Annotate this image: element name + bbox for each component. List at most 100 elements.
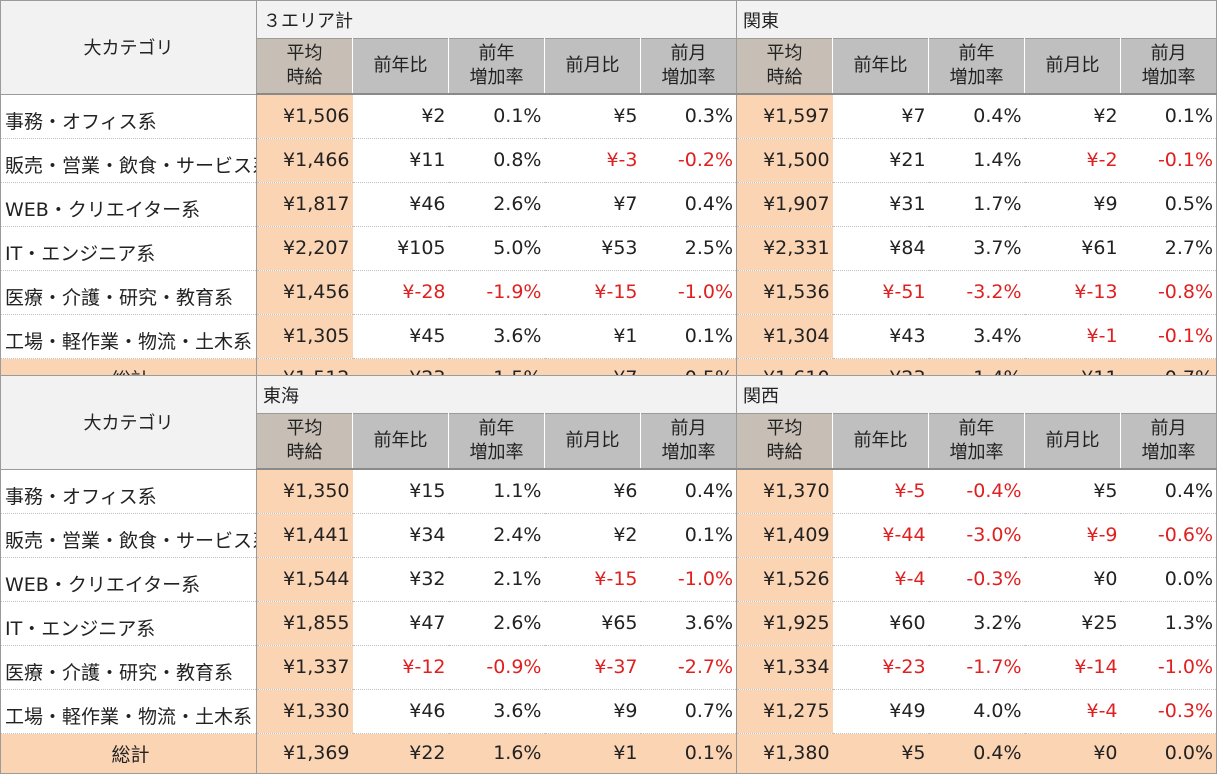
column-header-line1: 前月比 xyxy=(1045,430,1100,451)
avg-wage-cell: ¥1,305 xyxy=(256,314,353,359)
region-title: 関西 xyxy=(736,375,1218,414)
column-header-line1: 平均 xyxy=(766,418,803,439)
category-label: 工場・軽作業・物流・土木系 xyxy=(0,689,257,734)
value-cell: 1.6% xyxy=(448,733,545,774)
value-cell: ¥-23 xyxy=(832,645,929,690)
column-header-line1: 前月比 xyxy=(565,430,620,451)
value-cell: 0.1% xyxy=(640,314,738,359)
avg-wage-cell: ¥2,331 xyxy=(736,226,833,271)
table-row: 事務・オフィス系 ¥1,350 ¥15 1.1% ¥6 0.4% ¥1,370 ¥-5 -0.4… xyxy=(0,469,1218,514)
value-cell: 0.1% xyxy=(448,94,545,139)
value-cell: ¥5 xyxy=(544,94,641,139)
avg-wage-cell: ¥1,370 xyxy=(736,469,833,514)
column-header-line2: 増加率 xyxy=(469,442,524,463)
avg-wage-cell: ¥1,456 xyxy=(256,270,353,315)
category-label: WEB・クリエイター系 xyxy=(0,557,257,602)
column-header: 前年 増加率 xyxy=(448,413,545,470)
column-header-line2: 時給 xyxy=(286,67,323,88)
table-row: 販売・営業・飲食・サービス系 ¥1,466 ¥11 0.8% ¥-3 -0.2% ¥1,50… xyxy=(0,138,1218,183)
value-cell: -1.0% xyxy=(640,557,738,602)
value-cell: -0.6% xyxy=(1120,513,1218,558)
value-cell: ¥25 xyxy=(1024,601,1121,646)
value-cell: ¥47 xyxy=(352,601,449,646)
value-cell: ¥0 xyxy=(1024,733,1121,774)
value-cell: ¥-1 xyxy=(1024,314,1121,359)
value-cell: -0.9% xyxy=(448,645,545,690)
value-cell: ¥-4 xyxy=(1024,689,1121,734)
value-cell: 3.6% xyxy=(640,601,738,646)
value-cell: 0.4% xyxy=(1120,469,1218,514)
value-cell: -0.1% xyxy=(1120,314,1218,359)
table-row: 工場・軽作業・物流・土木系 ¥1,305 ¥45 3.6% ¥1 0.1% ¥1,304 ¥4… xyxy=(0,314,1218,359)
column-header-line1: 前年比 xyxy=(853,55,908,76)
value-cell: ¥9 xyxy=(1024,182,1121,227)
value-cell: 0.0% xyxy=(1120,557,1218,602)
value-cell: -1.9% xyxy=(448,270,545,315)
value-cell: ¥-37 xyxy=(544,645,641,690)
value-cell: -3.2% xyxy=(928,270,1025,315)
value-cell: ¥6 xyxy=(544,469,641,514)
avg-wage-cell: ¥1,907 xyxy=(736,182,833,227)
avg-wage-cell: ¥1,500 xyxy=(736,138,833,183)
column-header-line1: 前年 xyxy=(958,43,995,64)
value-cell: ¥-15 xyxy=(544,557,641,602)
column-header-line1: 平均 xyxy=(286,43,323,64)
column-header: 前年 増加率 xyxy=(928,413,1026,470)
column-header-line1: 前年 xyxy=(478,418,515,439)
column-header: 平均 時給 xyxy=(736,38,834,95)
avg-wage-cell: ¥1,304 xyxy=(736,314,833,359)
column-header: 前年比 xyxy=(352,38,449,95)
table-row: 医療・介護・研究・教育系 ¥1,337 ¥-12 -0.9% ¥-37 -2.7% ¥1,3… xyxy=(0,645,1218,690)
value-cell: ¥2 xyxy=(544,513,641,558)
value-cell: ¥43 xyxy=(832,314,929,359)
column-header: 平均 時給 xyxy=(256,38,353,95)
column-header: 前月 増加率 xyxy=(1120,38,1218,95)
column-header: 前月比 xyxy=(544,38,641,95)
value-cell: 2.6% xyxy=(448,601,545,646)
region-title: 関東 xyxy=(736,0,1218,39)
category-label: IT・エンジニア系 xyxy=(0,226,257,271)
table-row: IT・エンジニア系 ¥1,855 ¥47 2.6% ¥65 3.6% ¥1,925 ¥60 3.… xyxy=(0,601,1218,646)
avg-wage-cell: ¥1,817 xyxy=(256,182,353,227)
value-cell: ¥-15 xyxy=(544,270,641,315)
column-header-line2: 時給 xyxy=(766,442,803,463)
column-header-line1: 平均 xyxy=(286,418,323,439)
value-cell: -0.3% xyxy=(1120,689,1218,734)
column-header-line1: 前月比 xyxy=(1045,55,1100,76)
table-row: WEB・クリエイター系 ¥1,544 ¥32 2.1% ¥-15 -1.0% ¥1,526 ¥… xyxy=(0,557,1218,602)
column-header-line1: 前年 xyxy=(958,418,995,439)
category-label: 医療・介護・研究・教育系 xyxy=(0,645,257,690)
column-header: 前月比 xyxy=(544,413,641,470)
value-cell: -0.1% xyxy=(1120,138,1218,183)
column-header-line2: 時給 xyxy=(286,442,323,463)
category-label: WEB・クリエイター系 xyxy=(0,182,257,227)
value-cell: ¥65 xyxy=(544,601,641,646)
value-cell: -0.2% xyxy=(640,138,738,183)
wage-table-block-2: 大カテゴリ 東海 関西 平均 時給 前年比 前年 増加率 前月比 前月 増加率 平均 時給 前年比 前年 増加… xyxy=(0,375,1218,774)
value-cell: ¥46 xyxy=(352,689,449,734)
column-header-line2: 増加率 xyxy=(1141,67,1196,88)
column-header: 前年比 xyxy=(832,38,930,95)
value-cell: ¥2 xyxy=(1024,94,1121,139)
avg-wage-cell: ¥1,337 xyxy=(256,645,353,690)
column-header-line1: 前月比 xyxy=(565,55,620,76)
category-column-header: 大カテゴリ xyxy=(0,0,257,95)
column-header: 前月 増加率 xyxy=(1120,413,1218,470)
wage-table-block-1: 大カテゴリ ３エリア計 関東 平均 時給 前年比 前年 増加率 前月比 前月 増加率 平均 時給 前年比前… xyxy=(0,0,1218,399)
column-header: 前月 増加率 xyxy=(639,413,738,470)
value-cell: ¥1 xyxy=(544,314,641,359)
table-row: IT・エンジニア系 ¥2,207 ¥105 5.0% ¥53 2.5% ¥2,331 ¥84 3… xyxy=(0,226,1218,271)
column-header-line1: 前月 xyxy=(670,43,707,64)
column-header-line1: 前月 xyxy=(1150,418,1187,439)
value-cell: -2.7% xyxy=(640,645,738,690)
value-cell: ¥49 xyxy=(832,689,929,734)
avg-wage-cell: ¥1,380 xyxy=(736,733,833,774)
column-header-line1: 前月 xyxy=(670,418,707,439)
avg-wage-cell: ¥1,409 xyxy=(736,513,833,558)
column-header-line2: 増加率 xyxy=(1141,442,1196,463)
category-label: 医療・介護・研究・教育系 xyxy=(0,270,257,315)
value-cell: 0.4% xyxy=(640,182,738,227)
column-header: 前年 増加率 xyxy=(448,38,545,95)
avg-wage-cell: ¥1,369 xyxy=(256,733,353,774)
